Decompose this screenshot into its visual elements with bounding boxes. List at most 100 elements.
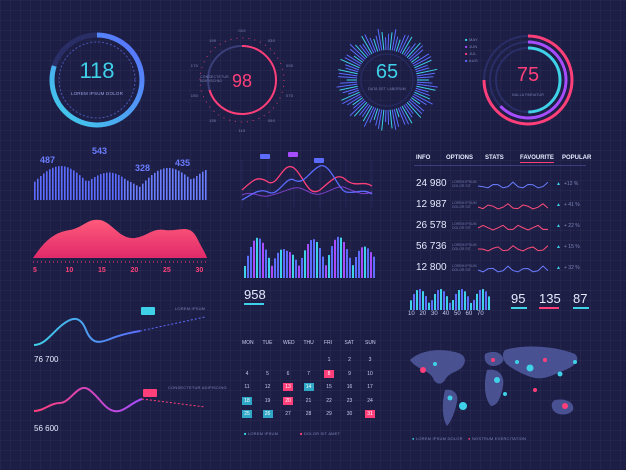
gauge-3-ray — [415, 67, 430, 73]
stats-list-row[interactable]: 12 987 LOREM IPSUM DOLOR SIT ▲ + 41 % — [416, 199, 586, 219]
stats-list-row[interactable]: 26 578 LOREM IPSUM DOLOR SIT ▲ + 22 % — [416, 220, 586, 240]
tab-options[interactable]: OPTIONS — [446, 155, 474, 161]
calendar-day[interactable]: 29 — [326, 411, 332, 417]
wave-bar — [157, 170, 159, 200]
wave-bar — [82, 177, 84, 200]
mid-bar — [331, 246, 333, 278]
wave-bar — [52, 167, 54, 200]
triangle-up-icon: ▲ — [556, 181, 561, 187]
gauge-3-ray — [349, 100, 366, 117]
calendar-day[interactable]: 12 — [264, 384, 271, 390]
pink-area-fill — [33, 219, 207, 258]
calendar-day-header: WED — [283, 340, 295, 346]
wave-bar — [193, 178, 195, 200]
gauge-3-ray — [406, 101, 422, 118]
calendar-day[interactable]: 20 — [283, 396, 293, 405]
stats-list-row[interactable]: 12 800 LOREM IPSUM DOLOR SIT ▲ + 32 % — [416, 262, 586, 282]
calendar-day[interactable]: 1 — [327, 357, 331, 363]
calendar-day[interactable]: 26 — [262, 410, 273, 418]
wave-bar — [190, 179, 192, 200]
calendar-day[interactable]: 25 — [242, 410, 252, 418]
stat-underline-3 — [573, 307, 589, 309]
small-bar — [449, 302, 451, 310]
tab-favourite[interactable]: FAVOURITE — [520, 155, 554, 163]
small-bar — [437, 290, 439, 310]
gauge-4-legend: ■ MAY ■ JUN ■ JUL ■ AUG — [465, 36, 478, 64]
calendar-day-header: SAT — [344, 340, 354, 346]
gauge-1-caption: LOREM IPSUM DOLOR — [70, 91, 124, 96]
wave-bar — [106, 172, 108, 200]
calendar-day[interactable]: 27 — [285, 411, 291, 417]
calendar-day[interactable]: 16 — [346, 384, 353, 390]
wave-bar — [49, 169, 51, 200]
gauge-3-inner-ring — [360, 53, 414, 107]
calendar-day[interactable]: 31 — [365, 410, 375, 418]
calendar-day[interactable]: 23 — [346, 397, 353, 404]
gauge-3-ray — [412, 53, 430, 65]
wave-chart — [34, 166, 207, 200]
wave-bar — [67, 167, 69, 200]
calendar-legend-1: ■ LOREM IPSUM — [244, 431, 279, 436]
calendar-day[interactable]: 15 — [326, 384, 332, 390]
legend-item: ■ AUG — [465, 58, 478, 63]
map-legend-1: ● LOREM IPSUM DOLOR — [412, 436, 463, 441]
calendar-day[interactable]: 24 — [367, 397, 373, 404]
wave-bar — [97, 175, 99, 200]
gauge-3-ray — [344, 64, 359, 71]
calendar-day[interactable]: 30 — [346, 411, 353, 417]
wave-bar — [64, 166, 66, 200]
calendar-day[interactable]: 3 — [368, 357, 372, 363]
wave-bar — [160, 169, 162, 200]
wave-label-4: 435 — [175, 158, 191, 168]
wave-bar — [151, 175, 153, 200]
calendar-day[interactable]: 21 — [305, 397, 312, 404]
mid-bar — [286, 250, 288, 278]
calendar-day[interactable]: 22 — [326, 397, 332, 404]
calendar-day[interactable]: 6 — [286, 370, 290, 377]
mid-bar — [256, 237, 258, 278]
gauge-3-ray — [381, 31, 385, 51]
triangle-up-icon: ▲ — [556, 223, 561, 229]
gauge-3-ray — [409, 98, 425, 112]
wave-bar — [130, 182, 132, 200]
gauge-3-ray — [342, 93, 361, 105]
wave-bar — [154, 172, 156, 200]
wave-bar — [94, 177, 96, 200]
calendar-day[interactable]: 8 — [324, 369, 334, 378]
wave-bar — [37, 178, 39, 200]
tab-stats[interactable]: STATS — [485, 155, 504, 161]
small-bar — [470, 303, 472, 310]
list-percent: + 32 % — [564, 265, 580, 271]
calendar-day[interactable]: 5 — [266, 370, 269, 377]
multi-line-chart — [241, 152, 373, 208]
wave-bar — [169, 167, 171, 200]
calendar-day[interactable]: 7 — [307, 370, 310, 377]
calendar-day[interactable]: 19 — [264, 397, 271, 404]
gauge-2-tick: 170 — [190, 62, 199, 68]
calendar-day[interactable]: 14 — [303, 383, 314, 391]
gauge-3-ray — [401, 36, 413, 55]
calendar-day[interactable]: 4 — [245, 370, 249, 377]
calendar-day[interactable]: 13 — [283, 383, 293, 391]
calendar-day[interactable]: 10 — [367, 370, 373, 377]
gauge-3-ray — [355, 44, 368, 59]
tab-info[interactable]: INFO — [416, 155, 431, 161]
stat-value-1: 95 — [511, 291, 526, 306]
calendar-day[interactable]: 28 — [305, 411, 312, 417]
gauge-3-ray — [393, 108, 400, 128]
world-map — [410, 346, 578, 426]
list-value: 56 736 — [416, 241, 447, 252]
calendar-day[interactable]: 11 — [244, 384, 250, 390]
list-percent: +12 % — [564, 181, 579, 187]
pink-area-tick: 5 — [33, 267, 37, 274]
calendar-day[interactable]: 18 — [242, 396, 252, 405]
stats-list-row[interactable]: 24 980 LOREM IPSUM DOLOR SIT ▲ +12 % — [416, 178, 586, 198]
gauge-3-ray — [405, 103, 414, 114]
stats-list-row[interactable]: 56 736 LOREM IPSUM DOLOR SIT ▲ + 15 % — [416, 241, 586, 261]
mid-bar — [277, 252, 279, 278]
calendar-day[interactable]: 17 — [367, 384, 373, 390]
calendar-day[interactable]: 9 — [348, 370, 351, 377]
calendar-day[interactable]: 2 — [348, 357, 351, 363]
tab-popular[interactable]: POPULAR — [562, 155, 592, 161]
wave-bar — [127, 180, 129, 200]
